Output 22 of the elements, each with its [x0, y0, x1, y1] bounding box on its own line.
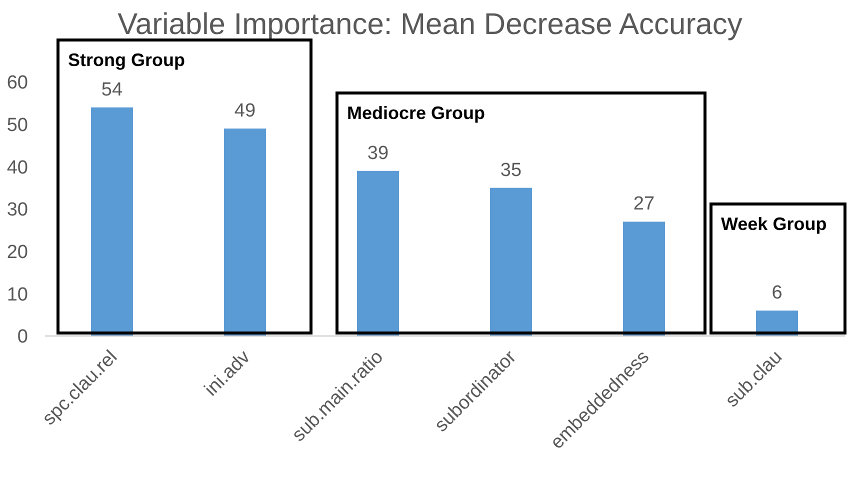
y-tick-label: 50	[6, 114, 28, 136]
annotation: Week Group	[721, 214, 827, 234]
data-label: 6	[772, 282, 782, 304]
bar	[490, 188, 532, 336]
y-tick-label: 0	[17, 326, 28, 348]
annotation: Mediocre Group	[347, 103, 486, 123]
bar	[224, 128, 266, 336]
data-label: 35	[500, 160, 522, 181]
data-label: 49	[234, 100, 256, 122]
chart-title: Variable Importance: Mean Decrease Accuracy	[118, 8, 742, 41]
y-tick-label: 60	[6, 72, 28, 94]
y-tick-label: 40	[6, 157, 28, 178]
data-label: 39	[367, 142, 389, 164]
y-tick-label: 10	[6, 284, 28, 306]
y-tick-label: 30	[6, 200, 28, 221]
data-label: 54	[101, 79, 123, 100]
bar	[623, 222, 665, 336]
bar	[91, 107, 133, 336]
data-label: 27	[633, 194, 655, 215]
text: Strong Group	[68, 50, 185, 70]
bar	[357, 170, 399, 336]
y-tick-label: 20	[6, 242, 28, 263]
